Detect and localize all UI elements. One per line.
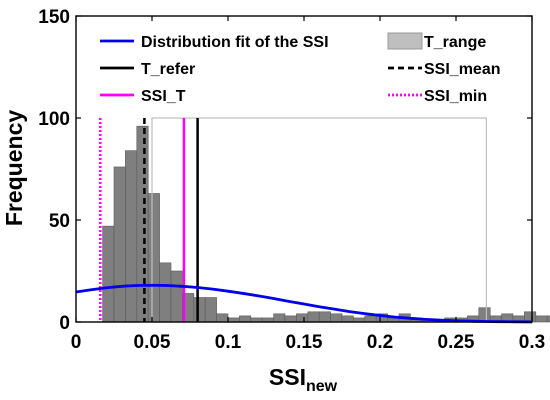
legend-label: Distribution fit of the SSI [141,34,329,51]
x-axis-title-subscript: new [306,378,338,395]
x-tick-label: 0.2 [367,332,393,353]
histogram-bar [170,270,183,323]
histogram-bar [193,297,206,323]
x-axis-ticks: 0 0.05 0.1 0.15 0.2 0.25 0.3 [71,16,545,353]
y-axis-title: Frequency [1,110,27,227]
histogram-bar [216,313,229,323]
legend-label: SSI_mean [424,61,500,78]
histogram-bar [113,166,126,323]
x-tick-label: 0.3 [519,332,545,353]
legend-label: T_refer [141,61,195,78]
legend-label: T_range [424,34,486,51]
x-tick-label: 0 [71,332,82,353]
histogram-bar [296,313,309,323]
histogram-bar [535,315,548,323]
x-tick-label: 0.15 [286,332,323,353]
histogram-bar [341,315,354,323]
histogram-bar [125,150,138,323]
t-range-rect [151,117,487,323]
x-axis-title: SSInew [269,364,338,395]
histogram-bar [318,311,331,323]
y-tick-label: 100 [38,109,70,130]
x-tick-label: 0.25 [438,332,475,353]
legend-swatch-t-range [387,32,423,50]
histogram-bar [102,225,115,323]
histogram-bar [159,262,172,323]
legend: Distribution fit of the SSI T_range T_refe… [100,32,500,105]
y-tick-label: 0 [59,313,70,334]
histogram-bar [364,315,377,323]
histogram-bar [524,311,537,323]
legend-label: SSI_T [141,88,186,105]
x-tick-label: 0.1 [215,332,242,353]
histogram-bar [330,313,343,323]
histogram-bar [546,315,550,323]
legend-label: SSI_min [424,88,487,105]
x-axis-title-main: SSI [269,364,306,390]
histogram-bar [284,315,297,323]
x-tick-label: 0.05 [134,332,171,353]
histogram-bar [136,125,149,323]
y-tick-label: 50 [49,211,70,232]
histogram-bar [273,313,286,323]
y-tick-label: 150 [38,7,70,28]
histogram-bar [147,193,160,323]
histogram-bar [478,307,491,323]
y-axis-ticks: 0 50 100 150 [38,7,532,334]
histogram-bar [307,311,320,323]
histogram-bars [102,125,550,323]
histogram-bar [204,297,217,323]
histogram-bar [239,315,252,323]
t-range-band [151,117,487,323]
